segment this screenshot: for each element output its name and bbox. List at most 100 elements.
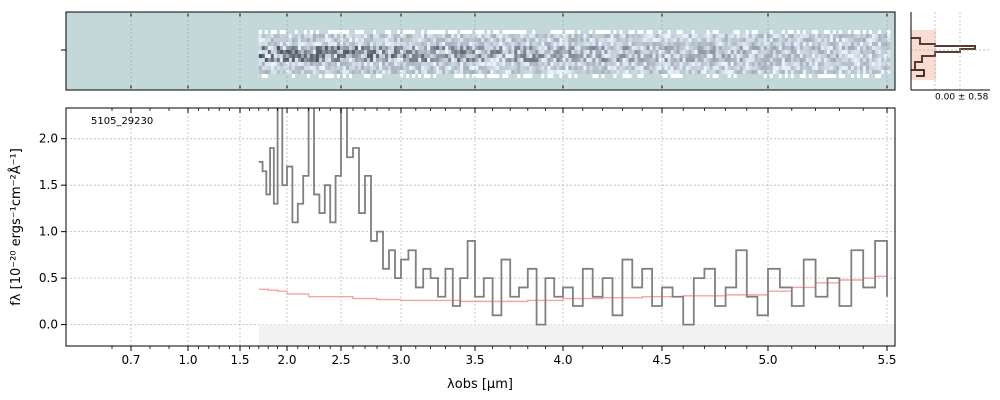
spectrum-2d-pixel: [799, 34, 804, 38]
spectrum-2d-pixel: [562, 42, 566, 46]
spectrum-2d-pixel: [577, 50, 581, 54]
spectrum-2d-pixel: [658, 50, 662, 54]
spectrum-2d-pixel: [496, 54, 500, 58]
spectrum-2d-pixel: [796, 54, 801, 58]
spectrum-2d-pixel: [327, 74, 332, 78]
spectrum-2d-pixel: [847, 70, 852, 74]
spectrum-2d-pixel: [559, 38, 563, 42]
spectrum-2d-pixel: [451, 42, 455, 46]
spectrum-2d-pixel: [733, 46, 738, 50]
spectrum-2d-pixel: [330, 70, 335, 74]
spectrum-2d-pixel: [580, 38, 584, 42]
spectrum-2d-pixel: [640, 58, 644, 62]
spectrum-2d-pixel: [883, 54, 888, 58]
spectrum-2d-pixel: [261, 62, 266, 66]
spectrum-2d-pixel: [418, 62, 422, 66]
spectrum-2d-pixel: [841, 30, 846, 34]
spectrum-2d-pixel: [610, 74, 614, 78]
spectrum-2d-pixel: [454, 74, 458, 78]
spectrum-2d-pixel: [673, 38, 677, 42]
spectrum-2d-pixel: [757, 66, 762, 70]
spectrum-2d-pixel: [814, 30, 819, 34]
spectrum-2d-pixel: [718, 42, 722, 46]
spectrum-2d-pixel: [622, 30, 626, 34]
spectrum-2d-pixel: [345, 66, 350, 70]
spectrum-2d-pixel: [577, 34, 581, 38]
spectrum-2d-pixel: [550, 70, 554, 74]
spectrum-2d-pixel: [883, 58, 888, 62]
spectrum-2d-pixel: [312, 38, 317, 42]
spectrum-2d-pixel: [496, 30, 500, 34]
spectrum-2d-pixel: [379, 38, 383, 42]
spectrum-2d-pixel: [715, 46, 719, 50]
spectrum-2d-pixel: [559, 34, 563, 38]
spectrum-2d-pixel: [379, 46, 383, 50]
spectrum-2d-pixel: [478, 30, 482, 34]
spectrum-2d-pixel: [550, 30, 554, 34]
spectrum-2d-pixel: [799, 42, 804, 46]
spectrum-2d-pixel: [300, 58, 305, 62]
spectrum-2d-pixel: [817, 70, 822, 74]
spectrum-2d-pixel: [655, 66, 659, 70]
spectrum-2d-pixel: [715, 30, 719, 34]
spectrum-2d-pixel: [394, 70, 398, 74]
spectrum-2d-pixel: [616, 50, 620, 54]
spectrum-2d-pixel: [655, 46, 659, 50]
spectrum-2d-pixel: [802, 70, 807, 74]
spectrum-2d-pixel: [294, 74, 299, 78]
spectrum-2d-pixel: [336, 38, 341, 42]
spectrum-2d-pixel: [691, 50, 695, 54]
spectrum-2d-pixel: [673, 70, 677, 74]
spectrum-2d-pixel: [691, 42, 695, 46]
spectrum-2d-pixel: [442, 74, 446, 78]
spectrum-2d-pixel: [772, 34, 777, 38]
spectrum-2d-pixel: [493, 70, 497, 74]
spectrum-2d-pixel: [661, 66, 665, 70]
spectrum-2d-pixel: [706, 30, 710, 34]
spectrum-2d-pixel: [373, 46, 377, 50]
spectrum-2d-pixel: [784, 42, 789, 46]
spectrum-2d-pixel: [472, 70, 476, 74]
spectrum-2d-pixel: [736, 38, 741, 42]
spectrum-2d-pixel: [610, 38, 614, 42]
spectrum-2d-pixel: [318, 30, 323, 34]
spectrum-2d-pixel: [715, 34, 719, 38]
spectrum-2d-pixel: [400, 58, 404, 62]
spectrum-2d-pixel: [412, 62, 416, 66]
spectrum-2d-pixel: [658, 46, 662, 50]
spectrum-2d-pixel: [559, 74, 563, 78]
spectrum-2d-pixel: [333, 54, 338, 58]
spectrum-2d-pixel: [643, 66, 647, 70]
spectrum-2d-pixel: [856, 74, 861, 78]
spectrum-2d-pixel: [291, 46, 296, 50]
spectrum-2d-pixel: [481, 38, 485, 42]
spectrum-2d-pixel: [832, 42, 837, 46]
spectrum-2d-pixel: [595, 38, 599, 42]
spectrum-2d-pixel: [324, 50, 329, 54]
spectrum-2d-pixel: [829, 54, 834, 58]
spectrum-2d-pixel: [409, 54, 413, 58]
spectrum-2d-pixel: [577, 74, 581, 78]
spectrum-2d-pixel: [859, 42, 864, 46]
spectrum-2d-pixel: [481, 62, 485, 66]
spectrum-2d-pixel: [886, 42, 891, 46]
spectrum-2d-pixel: [523, 34, 527, 38]
spectrum-2d-pixel: [330, 50, 335, 54]
spectrum-2d-pixel: [385, 50, 389, 54]
spectrum-2d-pixel: [400, 30, 404, 34]
spectrum-2d-pixel: [493, 46, 497, 50]
spectrum-2d-pixel: [733, 54, 738, 58]
spectrum-2d-pixel: [397, 70, 401, 74]
spectrum-2d-pixel: [838, 38, 843, 42]
spectrum-2d-pixel: [424, 62, 428, 66]
spectrum-2d-pixel: [850, 46, 855, 50]
spectrum-2d-pixel: [616, 58, 620, 62]
spectrum-2d-pixel: [631, 70, 635, 74]
spectrum-2d-pixel: [294, 70, 299, 74]
spectrum-2d-pixel: [871, 54, 876, 58]
spectrum-2d-pixel: [658, 38, 662, 42]
spectrum-2d-pixel: [844, 70, 849, 74]
spectrum-2d-pixel: [499, 50, 503, 54]
spectrum-2d-pixel: [279, 66, 284, 70]
spectrum-2d-pixel: [847, 50, 852, 54]
